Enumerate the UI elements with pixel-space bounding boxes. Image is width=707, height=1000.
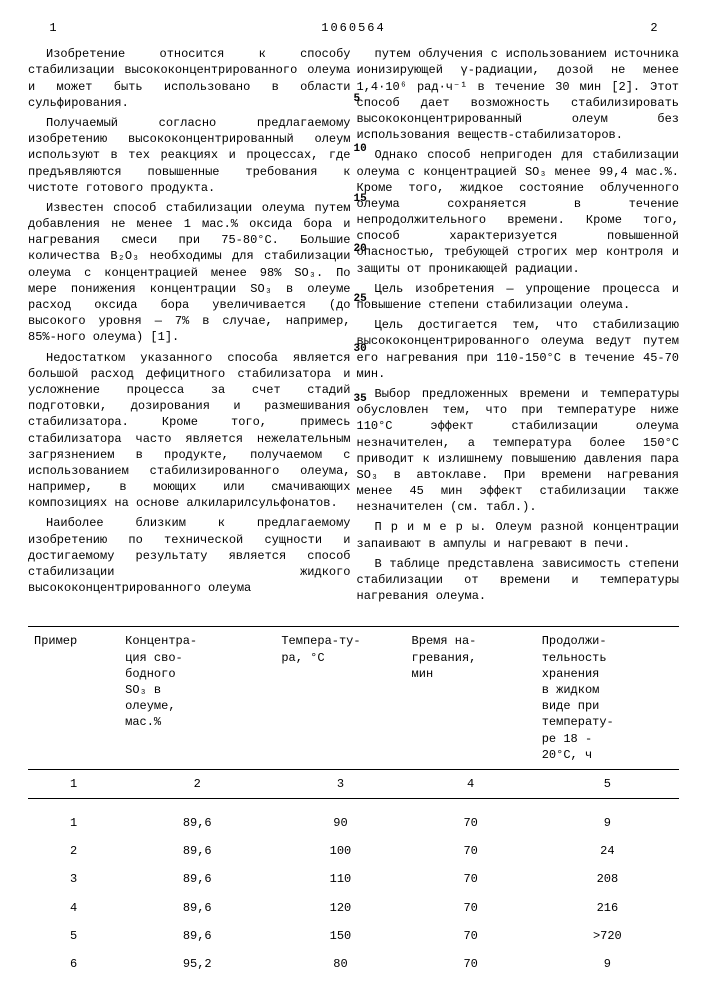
table-cell: 100 <box>275 837 405 865</box>
column-right: путем облучения с использованием источни… <box>357 46 680 608</box>
table-cell: 90 <box>275 799 405 838</box>
table-cell: 70 <box>406 865 536 893</box>
line-number: 20 <box>354 242 367 257</box>
table-cell: 89,6 <box>119 837 275 865</box>
table-cell: 3 <box>28 865 119 893</box>
paragraph: Известен способ стабилизации олеума путе… <box>28 200 351 346</box>
table-cell: 70 <box>406 894 536 922</box>
page-header: 1 1060564 2 <box>28 20 679 36</box>
doc-number: 1060564 <box>78 20 629 36</box>
table-col-number: 4 <box>406 769 536 798</box>
paragraph: Выбор предложенных времени и температуры… <box>357 386 680 516</box>
table-col-number: 3 <box>275 769 405 798</box>
table-cell: 24 <box>536 837 679 865</box>
paragraph: Наиболее близким к предлагаемому изобрет… <box>28 515 351 596</box>
table-cell: 9 <box>536 950 679 978</box>
line-number: 5 <box>354 92 361 107</box>
table-row: 695,280709 <box>28 950 679 978</box>
table-row: 189,690709 <box>28 799 679 838</box>
line-number: 15 <box>354 192 367 207</box>
table-cell: 89,6 <box>119 894 275 922</box>
table-cell: 2 <box>28 837 119 865</box>
table-cell: 110 <box>275 865 405 893</box>
table-cell: 70 <box>406 950 536 978</box>
paragraph: Цель достигается тем, что стабилизацию в… <box>357 317 680 382</box>
paragraph: путем облучения с использованием источни… <box>357 46 680 143</box>
table-cell: 95,2 <box>119 950 275 978</box>
table-numrow: 12345 <box>28 769 679 798</box>
paragraph: Однако способ непригоден для стабилизаци… <box>357 147 680 277</box>
table-cell: 216 <box>536 894 679 922</box>
results-table: ПримерКонцентра- ция сво- бодного SO₃ в … <box>28 626 679 978</box>
table-col-number: 2 <box>119 769 275 798</box>
column-left: Изобретение относится к способу стабилиз… <box>28 46 351 608</box>
table-cell: 5 <box>28 922 119 950</box>
table-cell: 70 <box>406 922 536 950</box>
line-number: 10 <box>354 142 367 157</box>
two-column-text: 5 10 15 20 25 30 35 Изобретение относится к сп… <box>28 46 679 608</box>
table-cell: 4 <box>28 894 119 922</box>
table-cell: 80 <box>275 950 405 978</box>
line-number: 25 <box>354 292 367 307</box>
table-header-row: ПримерКонцентра- ция сво- бодного SO₃ в … <box>28 627 679 770</box>
table-col-header: Темпера-ту- ра, °С <box>275 627 405 770</box>
page-left: 1 <box>28 20 78 36</box>
table-col-header: Концентра- ция сво- бодного SO₃ в олеуме… <box>119 627 275 770</box>
table-cell: 9 <box>536 799 679 838</box>
paragraph: Цель изобретения — упрощение процесса и … <box>357 281 680 313</box>
line-number: 30 <box>354 342 367 357</box>
page-right: 2 <box>629 20 679 36</box>
table-row: 589,615070>720 <box>28 922 679 950</box>
table-cell: 89,6 <box>119 799 275 838</box>
paragraph: П р и м е р ы. Олеум разной концентрации… <box>357 519 680 551</box>
table-row: 289,61007024 <box>28 837 679 865</box>
table-cell: 89,6 <box>119 865 275 893</box>
table-col-header: Время на- гревания, мин <box>406 627 536 770</box>
table-cell: 70 <box>406 799 536 838</box>
table-row: 389,611070208 <box>28 865 679 893</box>
line-number: 35 <box>354 392 367 407</box>
table-cell: 6 <box>28 950 119 978</box>
table-cell: >720 <box>536 922 679 950</box>
paragraph: Недостатком указанного способа является … <box>28 350 351 512</box>
table-cell: 89,6 <box>119 922 275 950</box>
table-body: 189,690709289,61007024389,611070208489,6… <box>28 799 679 979</box>
table-cell: 120 <box>275 894 405 922</box>
paragraph: Изобретение относится к способу стабилиз… <box>28 46 351 111</box>
table-col-number: 1 <box>28 769 119 798</box>
table-col-number: 5 <box>536 769 679 798</box>
table-cell: 208 <box>536 865 679 893</box>
table-row: 489,612070216 <box>28 894 679 922</box>
table-col-header: Продолжи- тельность хранения в жидком ви… <box>536 627 679 770</box>
paragraph: В таблице представлена зависимость степе… <box>357 556 680 605</box>
table-col-header: Пример <box>28 627 119 770</box>
table-cell: 150 <box>275 922 405 950</box>
paragraph: Получаемый согласно предлагаемому изобре… <box>28 115 351 196</box>
table-cell: 70 <box>406 837 536 865</box>
table-cell: 1 <box>28 799 119 838</box>
